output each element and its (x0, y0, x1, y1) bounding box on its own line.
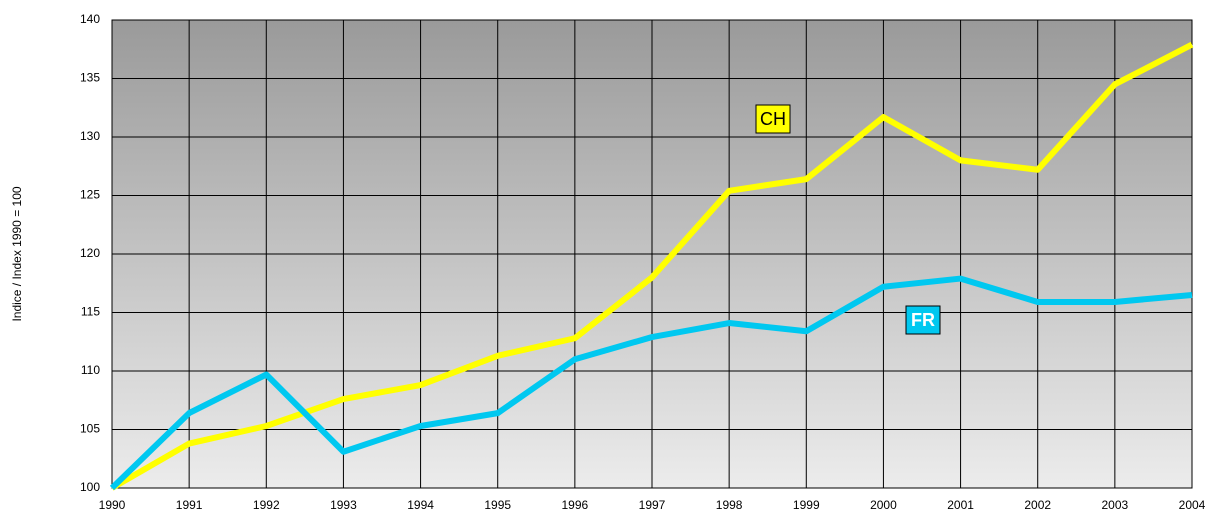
series-line (110, 41, 1194, 491)
y-tick-label: 115 (81, 305, 100, 319)
series-line (109, 275, 1193, 491)
x-tick-label: 1992 (253, 498, 280, 512)
y-tick-label: 135 (80, 71, 100, 85)
x-tick-label: 1994 (407, 498, 434, 512)
series-label-text: CH (760, 109, 786, 129)
series-label-box (755, 104, 791, 134)
y-tick-label: 125 (80, 188, 100, 202)
x-tick-label: 2000 (870, 498, 897, 512)
y-tick-label: 110 (81, 363, 100, 377)
series-label: CH (755, 104, 791, 134)
x-tick-label: 1999 (793, 498, 820, 512)
y-tick-label: 140 (80, 12, 100, 26)
y-tick-label: 120 (80, 246, 100, 260)
y-axis-label: Indice / Index 1990 = 100 (10, 186, 24, 321)
x-tick-label: 1996 (562, 498, 589, 512)
x-tick-label: 2003 (1102, 498, 1129, 512)
y-tick-label: 105 (80, 422, 100, 436)
x-tick-label: 2002 (1024, 498, 1051, 512)
series-label-text: FR (911, 310, 935, 330)
plot-border (111, 19, 1193, 489)
x-tick-label: 1995 (484, 498, 511, 512)
x-tick-label: 1990 (99, 498, 126, 512)
y-tick-label: 100 (80, 480, 100, 494)
x-tick-label: 2001 (947, 498, 974, 512)
x-tick-label: 1991 (176, 498, 203, 512)
y-tick-label: 130 (80, 129, 100, 143)
x-tick-label: 1997 (639, 498, 666, 512)
x-tick-label: 2004 (1179, 498, 1206, 512)
series-label-box (905, 305, 941, 335)
x-tick-label: 1998 (716, 498, 743, 512)
x-tick-label: 1993 (330, 498, 357, 512)
series-label: FR (905, 305, 941, 335)
